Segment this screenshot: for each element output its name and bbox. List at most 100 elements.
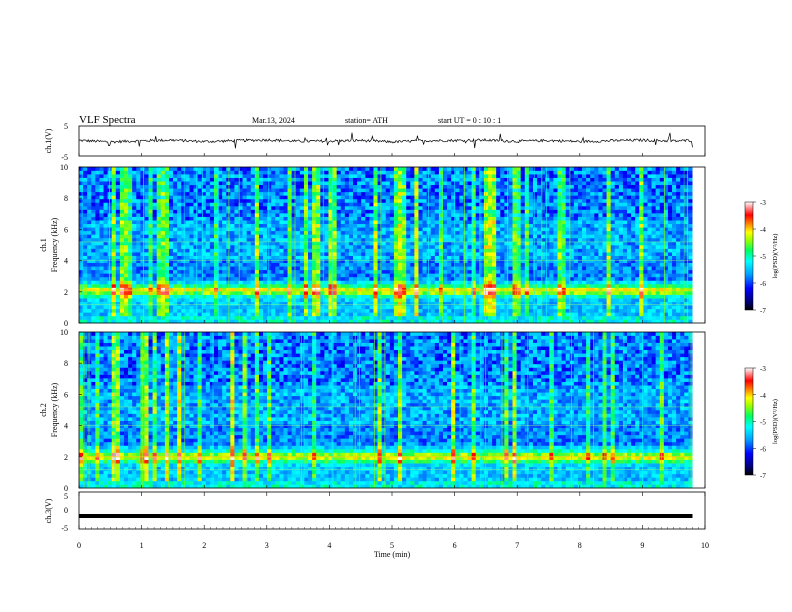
spectrogram-cell — [508, 312, 513, 317]
spectrogram-cell — [455, 195, 460, 200]
spectrogram-cell — [168, 319, 174, 324]
spectrogram-cell — [361, 216, 366, 221]
spectrogram-cell — [328, 266, 333, 271]
spectrogram-cell — [312, 255, 317, 260]
spectrogram-cell — [238, 291, 243, 295]
spectrogram-cell — [365, 191, 370, 196]
spectrogram-cell — [496, 298, 501, 303]
spectrogram-cell — [144, 291, 149, 295]
spectrogram-cell — [365, 255, 370, 260]
spectrogram-cell — [299, 294, 305, 299]
spectrogram-cell — [385, 245, 391, 249]
spectrogram-cell — [299, 308, 305, 313]
spectrogram-cell — [406, 195, 411, 200]
spectrogram-cell — [336, 213, 342, 217]
spectrogram-cell — [483, 291, 489, 295]
spectrogram-cell — [381, 188, 387, 193]
spectrogram-cell — [389, 184, 395, 189]
spectrogram-cell — [181, 241, 186, 246]
spectrogram-cell — [483, 262, 489, 267]
spectrogram-cell — [250, 181, 256, 186]
spectrogram-cell — [332, 167, 337, 171]
spectrogram-cell — [185, 269, 190, 274]
spectrogram-cell — [263, 209, 268, 214]
spectrogram-cell — [181, 227, 186, 232]
spectrogram-cell — [385, 319, 391, 324]
spectrogram-cell — [263, 280, 268, 285]
spectrogram-cell — [222, 312, 227, 317]
spectrogram-cell — [275, 167, 280, 171]
spectrogram-cell — [361, 237, 366, 242]
spectrogram-cell — [500, 301, 505, 306]
spectrogram-cell — [336, 234, 342, 239]
spectrogram-cell — [357, 266, 362, 271]
spectrogram-cell — [205, 191, 211, 196]
spectrogram-cell — [369, 184, 374, 189]
spectrogram-cell — [111, 234, 117, 239]
spectrogram-cell — [361, 284, 366, 288]
spectrogram-cell — [455, 284, 460, 288]
spectrogram-cell — [500, 259, 505, 264]
spectrogram-cell — [451, 255, 456, 260]
spectrogram-cell — [336, 188, 342, 193]
spectrogram-cell — [213, 234, 219, 239]
spectrogram-cell — [119, 248, 125, 253]
spectrogram-cell — [402, 284, 407, 288]
spectrogram-cell — [332, 262, 337, 267]
spectrogram-cell — [361, 301, 366, 306]
spectrogram-cell — [303, 273, 309, 278]
spectrogram-cell — [103, 195, 108, 200]
spectrogram-cell — [398, 170, 403, 175]
spectrogram-cell — [238, 170, 243, 175]
spectrogram-cell — [467, 198, 472, 203]
spectrogram-cell — [459, 315, 464, 320]
spectrogram-cell — [487, 308, 493, 313]
spectrogram-cell — [115, 213, 121, 217]
spectrogram-cell — [242, 301, 247, 306]
spectrogram-cell — [291, 230, 297, 235]
spectrogram-cell — [79, 202, 84, 207]
spectrogram-cell — [99, 167, 104, 171]
spectrogram-cell — [357, 202, 362, 207]
spectrogram-cell — [83, 273, 88, 278]
spectrogram-cell — [144, 315, 149, 320]
spectrogram-cell — [385, 305, 391, 310]
spectrogram-cell — [389, 195, 395, 200]
spectrogram-cell — [250, 276, 256, 281]
spectrogram-cell — [496, 269, 501, 274]
spectrogram-cell — [324, 266, 329, 271]
spectrogram-cell — [320, 184, 325, 189]
spectrogram-cell — [487, 273, 493, 278]
spectrogram-cell — [287, 269, 292, 274]
spectrogram-cell — [357, 195, 362, 200]
spectrogram-cell — [373, 181, 378, 186]
spectrogram-cell — [144, 255, 149, 260]
spectrogram-cell — [418, 248, 423, 253]
spectrogram-cell — [275, 298, 280, 303]
spectrogram-cell — [487, 291, 493, 295]
spectrogram-cell — [79, 177, 84, 182]
spectrogram-cell — [332, 241, 337, 246]
spectrogram-cell — [361, 280, 366, 285]
spectrogram-cell — [152, 170, 158, 175]
spectrogram-cell — [254, 291, 260, 295]
spectrogram-cell — [173, 191, 178, 196]
spectrogram-cell — [348, 195, 354, 200]
spectrogram-cell — [365, 227, 370, 232]
spectrogram-cell — [508, 255, 513, 260]
spectrogram-cell — [205, 227, 211, 232]
spectrogram-cell — [312, 170, 317, 175]
spectrogram-cell — [438, 216, 444, 221]
spectrogram-cell — [353, 294, 358, 299]
spectrogram-cell — [447, 234, 452, 239]
spectrogram-cell — [246, 223, 252, 228]
spectrogram-cell — [463, 284, 468, 288]
spectrogram-cell — [402, 213, 407, 217]
spectrogram-cell — [152, 223, 158, 228]
spectrogram-cell — [136, 177, 141, 182]
spectrogram-cell — [377, 245, 382, 249]
spectrogram-cell — [455, 181, 460, 186]
spectrogram-cell — [357, 245, 362, 249]
spectrogram-cell — [406, 319, 411, 324]
spectrogram-cell — [87, 252, 92, 256]
